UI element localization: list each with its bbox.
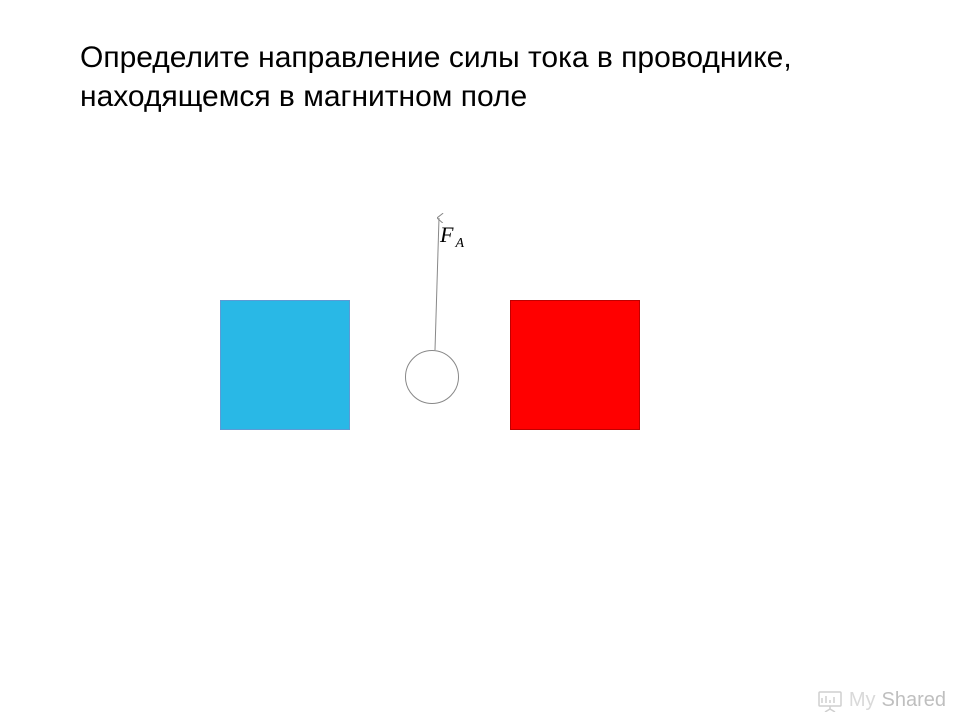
physics-diagram [220,290,740,490]
presentation-icon [817,690,843,712]
magnet-pole-right [510,300,640,430]
watermark-text-shared: Shared [882,689,947,712]
conductor-circle [405,350,459,404]
question-title: Определите направление силы тока в прово… [80,38,880,116]
watermark-text-my: My [849,689,876,712]
force-label-subscript: А [455,236,464,251]
magnet-pole-left [220,300,350,430]
watermark: My Shared [817,689,946,712]
force-label: FА [440,222,464,252]
force-label-main: F [440,222,453,247]
